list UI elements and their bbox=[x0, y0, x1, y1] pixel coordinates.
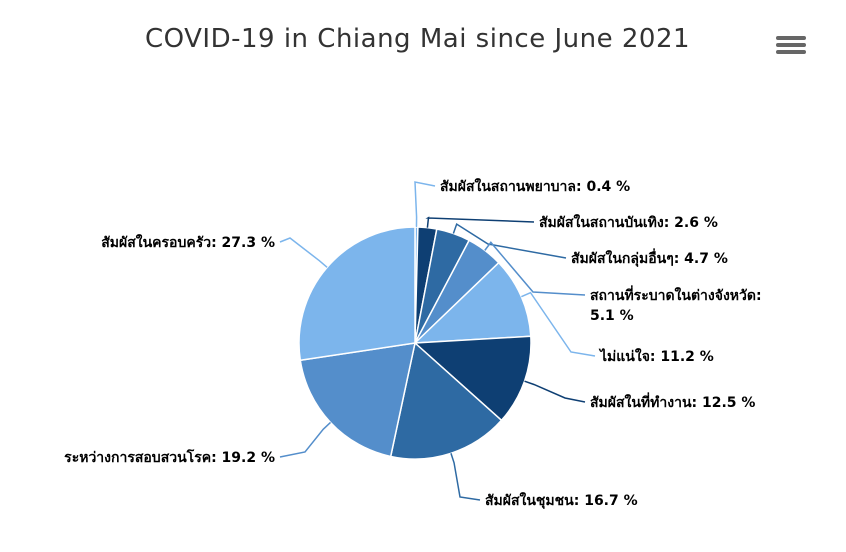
data-label: สัมผัสในชุมชน: 16.7 % bbox=[485, 491, 638, 509]
pie-slice[interactable] bbox=[298, 226, 416, 362]
pie-slice[interactable] bbox=[413, 261, 532, 344]
connector-line bbox=[425, 216, 535, 228]
hamburger-menu-icon[interactable] bbox=[776, 36, 806, 60]
connector-line bbox=[524, 380, 586, 403]
data-label: ไม่แน่ใจ: 11.2 % bbox=[598, 347, 714, 365]
menu-bar bbox=[776, 36, 806, 40]
pie-slice[interactable] bbox=[389, 341, 503, 460]
connector-line bbox=[484, 241, 586, 296]
menu-bar bbox=[776, 50, 806, 54]
data-label: สัมผัสในสถานบันเทิง: 2.6 % bbox=[539, 213, 718, 231]
connector-line bbox=[414, 181, 436, 228]
menu-bar bbox=[776, 43, 806, 47]
data-label: ระหว่างการสอบสวนโรค: 19.2 % bbox=[64, 448, 275, 466]
connector-line bbox=[521, 291, 596, 357]
pie-slice[interactable] bbox=[299, 342, 416, 458]
data-label: สถานที่ระบาดในต่างจังหวัด: 5.1 % bbox=[590, 285, 762, 324]
data-label: สัมผัสในกลุ่มอื่นๆ: 4.7 % bbox=[571, 248, 728, 267]
connector-line bbox=[279, 237, 328, 268]
connector-line bbox=[279, 421, 332, 458]
pie-slice[interactable] bbox=[413, 335, 532, 422]
data-label: สัมผัสในที่ทำงาน: 12.5 % bbox=[590, 392, 755, 411]
data-label: สัมผัสในสถานพยาบาล: 0.4 % bbox=[440, 177, 630, 195]
connector-line bbox=[450, 453, 481, 501]
data-label: สัมผัสในครอบครัว: 27.3 % bbox=[101, 233, 275, 251]
chart-title: COVID-19 in Chiang Mai since June 2021 bbox=[144, 24, 691, 54]
connector-line bbox=[452, 222, 567, 259]
